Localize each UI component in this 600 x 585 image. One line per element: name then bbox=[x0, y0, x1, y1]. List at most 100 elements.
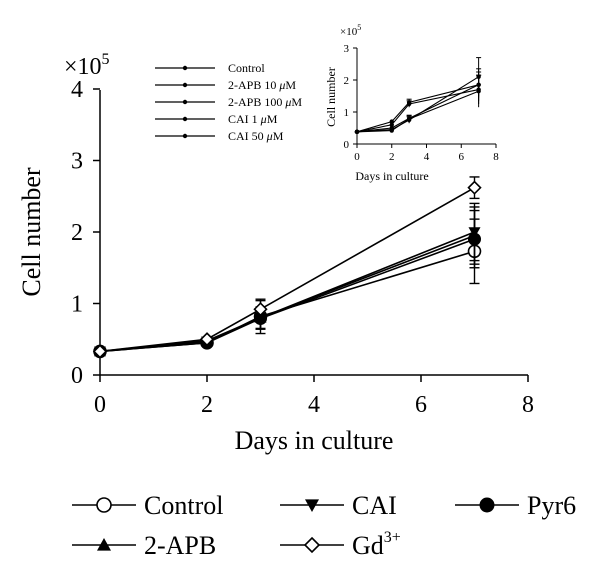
inset-y-tick-label: 2 bbox=[344, 75, 350, 87]
inset-legend-label-text: Control bbox=[228, 61, 265, 75]
inset-legend-label: Control bbox=[228, 61, 265, 75]
inset-legend-item-4: CAI 50 μM bbox=[155, 129, 284, 143]
inset-x-tick-label: 0 bbox=[354, 151, 360, 163]
legend-label-text: CAI bbox=[352, 491, 397, 520]
legend-label-text: Gd bbox=[352, 531, 384, 560]
legend-marker bbox=[97, 538, 111, 551]
inset-data-point bbox=[406, 116, 412, 122]
data-point bbox=[92, 344, 108, 359]
inset-y-tick-label: 0 bbox=[344, 139, 350, 151]
legend-marker bbox=[303, 536, 321, 554]
legend-item-pyr6: Pyr6 bbox=[455, 491, 576, 520]
inset-legend-label-unit: M bbox=[291, 95, 302, 109]
inset-series-2 bbox=[354, 74, 482, 135]
main-y-tick-label: 4 bbox=[71, 77, 83, 103]
inset-x-tick-label: 8 bbox=[493, 151, 499, 163]
inset-chart: 0 2 4 6 8 0 1 2 3 Days in culture Cell number ×… bbox=[155, 23, 499, 183]
legend-marker bbox=[305, 499, 319, 512]
legend-item-gd: Gd3+ bbox=[280, 529, 401, 560]
data-point bbox=[467, 180, 482, 195]
main-y-multiplier: ×105 bbox=[64, 51, 110, 80]
inset-series-line bbox=[356, 89, 479, 133]
main-axes bbox=[99, 90, 528, 376]
inset-x-tick-label: 4 bbox=[424, 151, 430, 163]
main-series-cai bbox=[94, 202, 481, 358]
legend-label-text: 2-APB bbox=[144, 531, 216, 560]
main-series bbox=[92, 176, 482, 359]
legend-marker bbox=[96, 497, 112, 513]
inset-data-point bbox=[406, 101, 412, 107]
inset-legend-label: CAI 1 μM bbox=[228, 112, 278, 126]
inset-x-tick-label: 2 bbox=[389, 151, 395, 163]
main-x-tick-label: 2 bbox=[201, 392, 213, 418]
main-y-multiplier-exp: 5 bbox=[102, 51, 110, 68]
inset-y-multiplier-exp: 5 bbox=[357, 23, 361, 32]
inset-legend-item-3: CAI 1 μM bbox=[155, 112, 278, 126]
inset-legend-marker bbox=[182, 99, 188, 105]
legend-label-text: Pyr6 bbox=[527, 491, 576, 520]
legend-label: CAI bbox=[352, 491, 397, 520]
main-y-multiplier-base: ×10 bbox=[64, 54, 102, 80]
legend-marker bbox=[479, 497, 495, 513]
legend-label-superscript: 3+ bbox=[384, 529, 401, 546]
legend-label: Control bbox=[144, 491, 223, 520]
inset-x-tick-label: 6 bbox=[459, 151, 465, 163]
inset-data-point bbox=[354, 129, 360, 135]
series-line bbox=[99, 231, 475, 353]
inset-legend-label: 2-APB 100 μM bbox=[228, 95, 302, 109]
inset-y-tick-label: 3 bbox=[344, 43, 350, 55]
main-y-ticks: 0 1 2 3 4 bbox=[71, 77, 100, 389]
main-x-ticks: 0 2 4 6 8 bbox=[94, 375, 534, 418]
inset-series-3 bbox=[354, 57, 482, 135]
legend-label: Pyr6 bbox=[527, 491, 576, 520]
main-x-tick-label: 8 bbox=[522, 392, 534, 418]
main-x-tick-label: 0 bbox=[94, 392, 106, 418]
inset-legend-marker bbox=[182, 116, 188, 122]
legend-item-control: Control bbox=[72, 491, 223, 520]
main-y-tick-label: 0 bbox=[71, 363, 83, 389]
inset-legend-label: 2-APB 10 μM bbox=[228, 78, 296, 92]
inset-legend-item-1: 2-APB 10 μM bbox=[155, 78, 296, 92]
data-point bbox=[468, 229, 481, 241]
inset-legend-label-text: 2-APB 100 bbox=[228, 95, 285, 109]
inset-legend-marker bbox=[182, 65, 188, 71]
series-line bbox=[99, 250, 475, 353]
legend-label: 2-APB bbox=[144, 531, 216, 560]
legend-item-2-apb: 2-APB bbox=[72, 531, 216, 560]
inset-x-axis-label: Days in culture bbox=[355, 169, 428, 183]
inset-legend-label-prefix: μ bbox=[284, 95, 291, 109]
series-line bbox=[99, 238, 475, 353]
inset-series-line bbox=[356, 84, 479, 133]
inset-legend-label-unit: M bbox=[267, 112, 278, 126]
main-x-tick-label: 4 bbox=[308, 392, 320, 418]
main-series-2-apb bbox=[94, 206, 481, 357]
inset-legend-label-text: CAI 50 bbox=[228, 129, 267, 143]
data-point bbox=[253, 302, 268, 317]
inset-data-point bbox=[389, 122, 394, 128]
inset-legend-item-2: 2-APB 100 μM bbox=[155, 95, 302, 109]
main-x-tick-label: 6 bbox=[415, 392, 427, 418]
main-y-tick-label: 2 bbox=[71, 220, 83, 246]
inset-y-multiplier-base: ×10 bbox=[340, 26, 358, 38]
main-series-gd bbox=[92, 176, 482, 359]
inset-x-ticks: 0 2 4 6 8 bbox=[354, 144, 499, 163]
inset-series-0 bbox=[354, 71, 482, 135]
inset-legend-marker bbox=[182, 82, 188, 88]
main-x-axis-label: Days in culture bbox=[235, 426, 394, 455]
inset-legend-item-0: Control bbox=[155, 61, 265, 75]
inset-legend-label-unit: M bbox=[273, 129, 284, 143]
inset-legend-label-text: CAI 1 bbox=[228, 112, 261, 126]
inset-legend-label: CAI 50 μM bbox=[228, 129, 284, 143]
data-point bbox=[199, 332, 215, 347]
main-y-tick-label: 1 bbox=[71, 292, 83, 318]
inset-series-line bbox=[356, 76, 479, 133]
main-legend: Control CAI Pyr6 2-APB Gd3+ bbox=[72, 491, 576, 560]
inset-y-tick-label: 1 bbox=[344, 107, 350, 119]
inset-data-point bbox=[476, 89, 481, 94]
inset-y-ticks: 0 1 2 3 bbox=[344, 43, 357, 151]
inset-series bbox=[354, 57, 482, 135]
inset-data-point bbox=[389, 128, 394, 133]
